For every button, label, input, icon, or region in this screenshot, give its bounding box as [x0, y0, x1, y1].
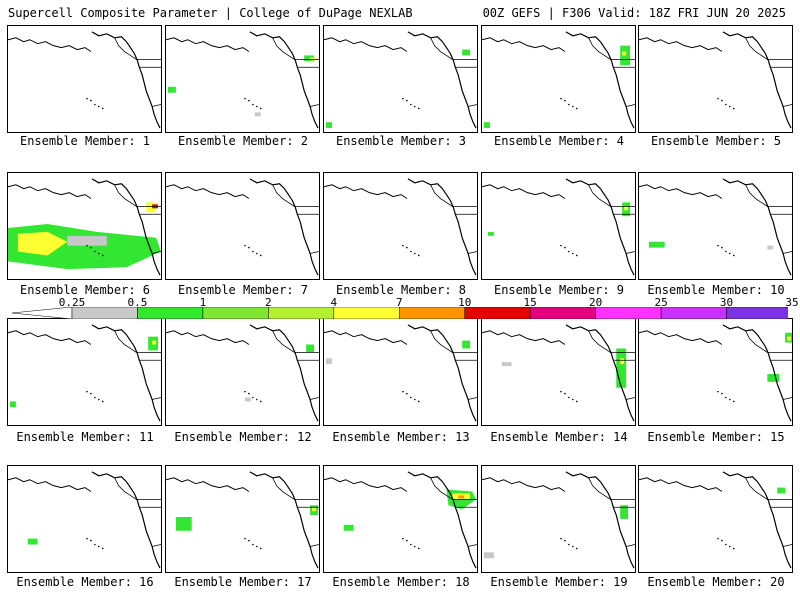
ensemble-member-label-13: Ensemble Member: 13	[332, 430, 470, 444]
ensemble-member-label-11: Ensemble Member: 11	[16, 430, 154, 444]
colorbar-tick-label: 25	[654, 296, 668, 309]
colorbar-segment	[660, 307, 727, 319]
colorbar-tick-label: 0.5	[127, 296, 148, 309]
ensemble-member-label-4: Ensemble Member: 4	[493, 134, 625, 148]
colorbar-tick-label: 7	[395, 296, 403, 309]
colorbar-segment	[399, 307, 465, 319]
ensemble-member-map-15	[638, 318, 793, 426]
ensemble-member-map-3	[323, 25, 478, 133]
colorbar-tick-label: 20	[589, 296, 603, 309]
ensemble-member-map-1	[7, 25, 162, 133]
ensemble-member-label-1: Ensemble Member: 1	[19, 134, 151, 148]
ensemble-member-map-18	[323, 465, 478, 573]
colorbar-segment	[529, 307, 596, 319]
colorbar-segment	[202, 307, 269, 319]
ensemble-member-label-8: Ensemble Member: 8	[335, 283, 467, 297]
colorbar-tick-label: 30	[719, 296, 734, 309]
ensemble-member-label-19: Ensemble Member: 19	[490, 575, 628, 589]
colorbar-segment	[464, 307, 531, 319]
ensemble-member-map-19	[481, 465, 636, 573]
ensemble-member-label-18: Ensemble Member: 18	[332, 575, 470, 589]
ensemble-member-label-6: Ensemble Member: 6	[19, 283, 151, 297]
ensemble-member-map-6	[7, 172, 162, 280]
colorbar-tick-label: 1	[199, 296, 207, 309]
ensemble-member-map-20	[638, 465, 793, 573]
ensemble-member-map-11	[7, 318, 162, 426]
ensemble-member-label-9: Ensemble Member: 9	[493, 283, 625, 297]
ensemble-member-map-7	[165, 172, 320, 280]
colorbar-tick-label: 4	[330, 296, 338, 309]
ensemble-member-map-5	[638, 25, 793, 133]
ensemble-member-map-9	[481, 172, 636, 280]
colorbar-segment	[726, 307, 788, 319]
colorbar-segment	[333, 307, 400, 319]
ensemble-member-map-17	[165, 465, 320, 573]
ensemble-member-label-17: Ensemble Member: 17	[174, 575, 312, 589]
ensemble-member-map-10	[638, 172, 793, 280]
colorbar-segment	[595, 307, 662, 319]
ensemble-member-label-20: Ensemble Member: 20	[647, 575, 785, 589]
ensemble-member-label-7: Ensemble Member: 7	[177, 283, 309, 297]
colorbar-tick-label: 0.25	[58, 296, 86, 309]
colorbar-tick-label: 15	[523, 296, 537, 309]
colorbar-segment	[268, 307, 335, 319]
ensemble-member-label-15: Ensemble Member: 15	[647, 430, 785, 444]
ensemble-member-map-8	[323, 172, 478, 280]
ensemble-member-label-2: Ensemble Member: 2	[177, 134, 309, 148]
ensemble-member-label-12: Ensemble Member: 12	[174, 430, 312, 444]
ensemble-member-map-16	[7, 465, 162, 573]
model-run-info: 00Z GEFS | F306 Valid: 18Z FRI JUN 20 20…	[482, 6, 786, 20]
ensemble-member-label-5: Ensemble Member: 5	[650, 134, 782, 148]
ensemble-member-map-2	[165, 25, 320, 133]
ensemble-member-label-10: Ensemble Member: 10	[647, 283, 785, 297]
ensemble-member-map-13	[323, 318, 478, 426]
ensemble-member-map-12	[165, 318, 320, 426]
ensemble-member-label-3: Ensemble Member: 3	[335, 134, 467, 148]
colorbar-tick-label: 35	[785, 296, 799, 309]
ensemble-member-label-16: Ensemble Member: 16	[16, 575, 154, 589]
color-scale-bar	[12, 307, 788, 319]
colorbar-tick-label: 10	[458, 296, 472, 309]
ensemble-member-label-14: Ensemble Member: 14	[490, 430, 628, 444]
chart-title: Supercell Composite Parameter | College …	[8, 6, 413, 20]
ensemble-member-map-4	[481, 25, 636, 133]
ensemble-member-map-14	[481, 318, 636, 426]
colorbar-tick-label: 2	[265, 296, 272, 309]
